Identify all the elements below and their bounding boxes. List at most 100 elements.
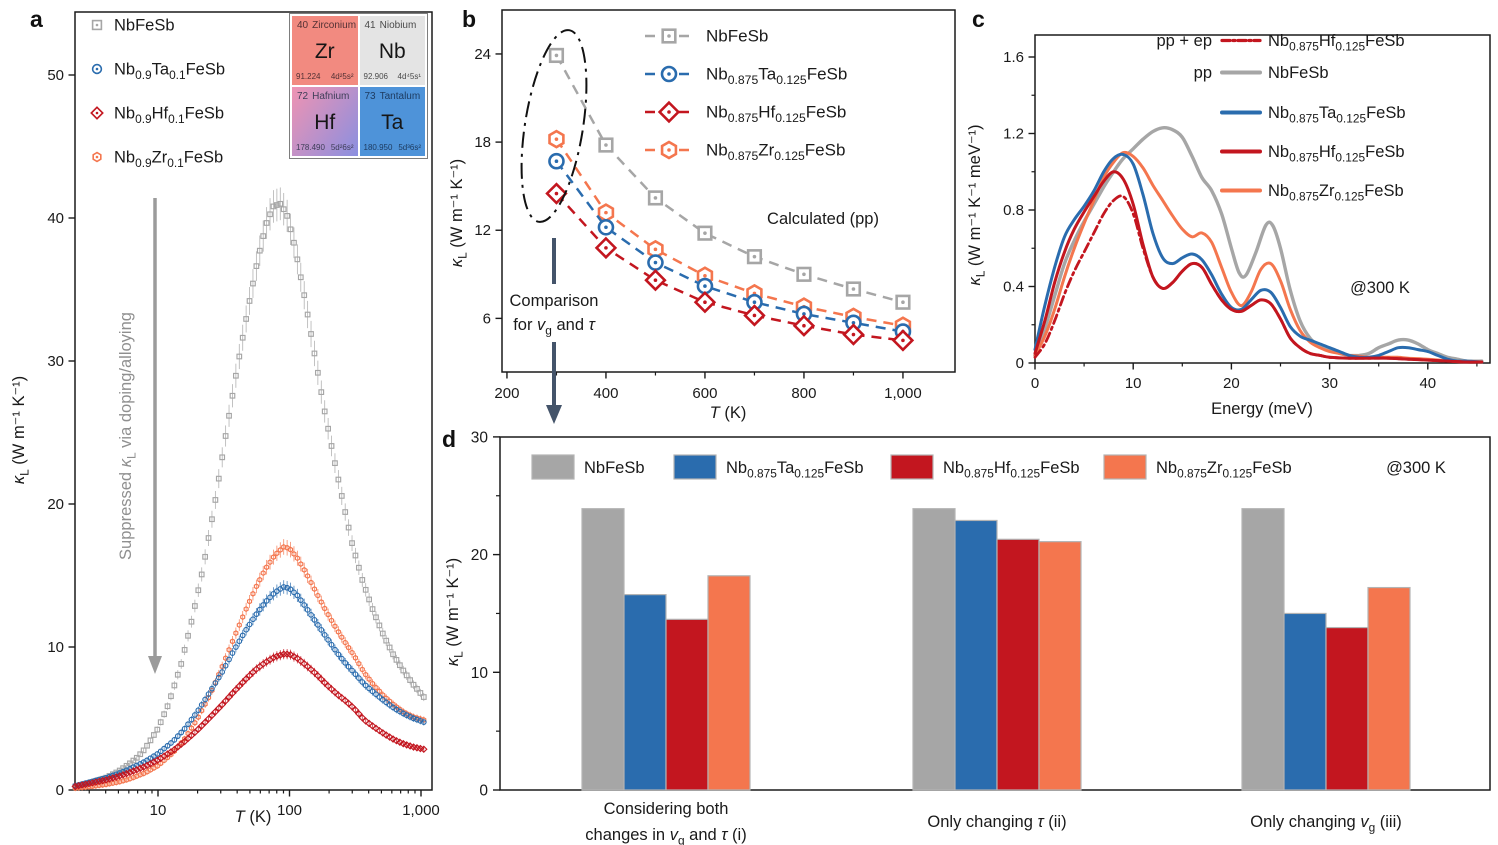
element-symbol: Hf (314, 111, 336, 134)
series-Nb0.875Ta-pp (1033, 152, 1484, 364)
bar-NbFeSb-group2 (912, 508, 956, 791)
temperature-annotation: @300 K (1386, 459, 1446, 477)
y-tick-label: 12 (474, 222, 491, 239)
legend-prefix: pp (1194, 64, 1212, 82)
legend-label: NbFeSb (114, 17, 175, 35)
y-axis-label: κL (W m⁻¹ K⁻¹) (444, 558, 465, 666)
category-label: Only changing τ (ii) (927, 813, 1066, 831)
series-Nb0.875Hf-ppep (1033, 194, 1484, 364)
y-tick-label: 0.4 (1003, 279, 1024, 296)
element-config: 5d²6s² (330, 143, 354, 152)
comparison-arrow (546, 238, 562, 424)
x-axis-label: T (K) (235, 808, 272, 826)
legend-label: NbFeSb (1268, 64, 1329, 82)
panel-b-chart: 200 400 600 800 1,000 6 12 18 24 T (K) κL (W m⁻¹ K… (448, 9, 956, 424)
x-axis-label: Energy (meV) (1211, 400, 1313, 418)
bar-NbFeSb-group3 (1241, 508, 1285, 791)
suppression-arrow (148, 198, 162, 674)
y-tick-label: 0.8 (1003, 202, 1024, 219)
legend-label: Nb0.875Ta0.125FeSb (1268, 104, 1406, 125)
suppression-annotation: Suppressed κL via doping/alloying (117, 312, 138, 560)
series-Nb0.875Hf-pp (1033, 170, 1484, 364)
x-tick-label: 1,000 (402, 802, 440, 819)
element-tile-ta: 73 Tantalum Ta 180.950 5d³6s² (359, 87, 425, 156)
bar-Nb0.875Zr-group3 (1367, 586, 1411, 791)
bar-Nb0.875Ta-group1 (623, 594, 667, 791)
x-tick-label: 100 (277, 802, 302, 819)
element-config: 5d³6s² (398, 143, 421, 152)
bar-Nb0.875Hf-group3 (1325, 626, 1369, 791)
legend-prefix: pp + ep (1156, 32, 1212, 50)
element-tile-nb: 41 Niobium Nb 92.906 4d⁴5s¹ (359, 16, 425, 85)
x-tick-label: 400 (593, 385, 618, 402)
bar-Nb0.875Zr-group1 (707, 575, 751, 791)
legend: NbFeSb Nb0.875Ta0.125FeSb Nb0.875Hf0.125Fe… (531, 454, 1292, 480)
legend: NbFeSb Nb0.875Ta0.125FeSb Nb0.875Hf0.125Fe… (645, 27, 847, 163)
category-label: Only changing vg (iii) (1250, 813, 1402, 834)
legend-label: Nb0.875Hf0.125FeSb (706, 103, 846, 126)
y-tick-label: 1.6 (1003, 49, 1024, 66)
y-tick-label: 6 (483, 310, 491, 327)
periodic-table-inset: 40 Zirconium Zr 91.224 4d²5s² 41 Niobium Nb 92.9… (289, 13, 428, 159)
x-tick-label: 30 (1321, 375, 1338, 392)
element-config: 4d⁴5s¹ (397, 72, 421, 81)
y-tick-label: 10 (471, 665, 489, 682)
legend-label: Nb0.875Zr0.125FeSb (1156, 459, 1292, 480)
y-tick-label: 30 (471, 429, 489, 446)
y-tick-label: 10 (47, 639, 64, 656)
legend-label: Nb0.875Hf0.125FeSb (1268, 32, 1405, 53)
panel-c-label: c (972, 6, 985, 32)
category-label: Considering both (604, 800, 729, 818)
element-number: 72 (297, 91, 309, 102)
y-tick-label: 1.2 (1003, 126, 1024, 143)
element-tile-zr: 40 Zirconium Zr 91.224 4d²5s² (292, 16, 358, 85)
element-name: Niobium (379, 20, 417, 31)
x-tick-label: 40 (1419, 375, 1436, 392)
element-mass: 91.224 (296, 72, 321, 81)
element-symbol: Ta (381, 111, 404, 134)
series-Nb0.875Hf (545, 182, 915, 352)
element-number: 40 (297, 20, 309, 31)
x-tick-label: 10 (150, 802, 167, 819)
element-config: 4d²5s² (330, 72, 354, 81)
y-tick-label: 0 (56, 782, 64, 799)
series-NbFeSb (72, 187, 427, 790)
x-tick-label: 20 (1223, 375, 1240, 392)
y-axis-label: κL (W m⁻¹ K⁻¹) (10, 376, 31, 484)
element-name: Tantalum (379, 91, 421, 102)
panel-d-chart: 0 10 20 30 κL (W m⁻¹ K⁻¹) Considering both cha… (444, 429, 1491, 845)
y-tick-label: 24 (474, 46, 491, 63)
bar-NbFeSb-group1 (581, 508, 625, 791)
bar-Nb0.875Ta-group3 (1283, 612, 1327, 791)
plot-frame (1034, 34, 1491, 364)
y-tick-label: 40 (47, 210, 64, 227)
y-tick-label: 0 (1016, 355, 1024, 372)
series-Nb0.9Hf (71, 649, 428, 791)
legend-label: Nb0.875Ta0.125FeSb (726, 459, 864, 480)
series-Nb0.9Ta (72, 580, 427, 789)
bar-Nb0.875Zr-group2 (1038, 541, 1082, 791)
element-number: 41 (364, 20, 376, 31)
plot-frame (74, 11, 433, 791)
x-tick-label: 600 (692, 385, 717, 402)
legend-label: Nb0.875Zr0.125FeSb (1268, 182, 1404, 203)
series-NbFeSb (548, 47, 911, 310)
comparison-text-1: Comparison (510, 292, 599, 310)
element-name: Hafnium (312, 91, 350, 102)
x-tick-label: 0 (1031, 375, 1039, 392)
legend-label: Nb0.875Hf0.125FeSb (1268, 143, 1405, 164)
calculated-pp-annotation: Calculated (pp) (767, 210, 879, 228)
panel-c-chart: 0 10 20 30 40 0 0.4 0.8 1.2 1.6 Energy (meV) κL (W … (966, 32, 1491, 418)
y-tick-label: 20 (47, 496, 64, 513)
element-tile-hf: 72 Hafnium Hf 178.490 5d²6s² (292, 87, 358, 156)
element-mass: 180.950 (363, 143, 393, 152)
legend: pp + ep Nb0.875Hf0.125FeSb pp NbFeSb Nb0.875… (1156, 32, 1405, 203)
legend-label: NbFeSb (706, 27, 768, 46)
y-tick-label: 50 (47, 67, 64, 84)
bar-Nb0.875Hf-group2 (996, 538, 1040, 791)
axes: 200 400 600 800 1,000 6 12 18 24 (474, 46, 921, 402)
axes: 0 10 20 30 (471, 429, 500, 800)
x-tick-label: 200 (494, 385, 519, 402)
series-NbFeSb-pp (1033, 126, 1484, 363)
